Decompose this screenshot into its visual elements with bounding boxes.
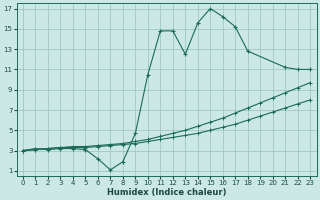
X-axis label: Humidex (Indice chaleur): Humidex (Indice chaleur) (107, 188, 226, 197)
